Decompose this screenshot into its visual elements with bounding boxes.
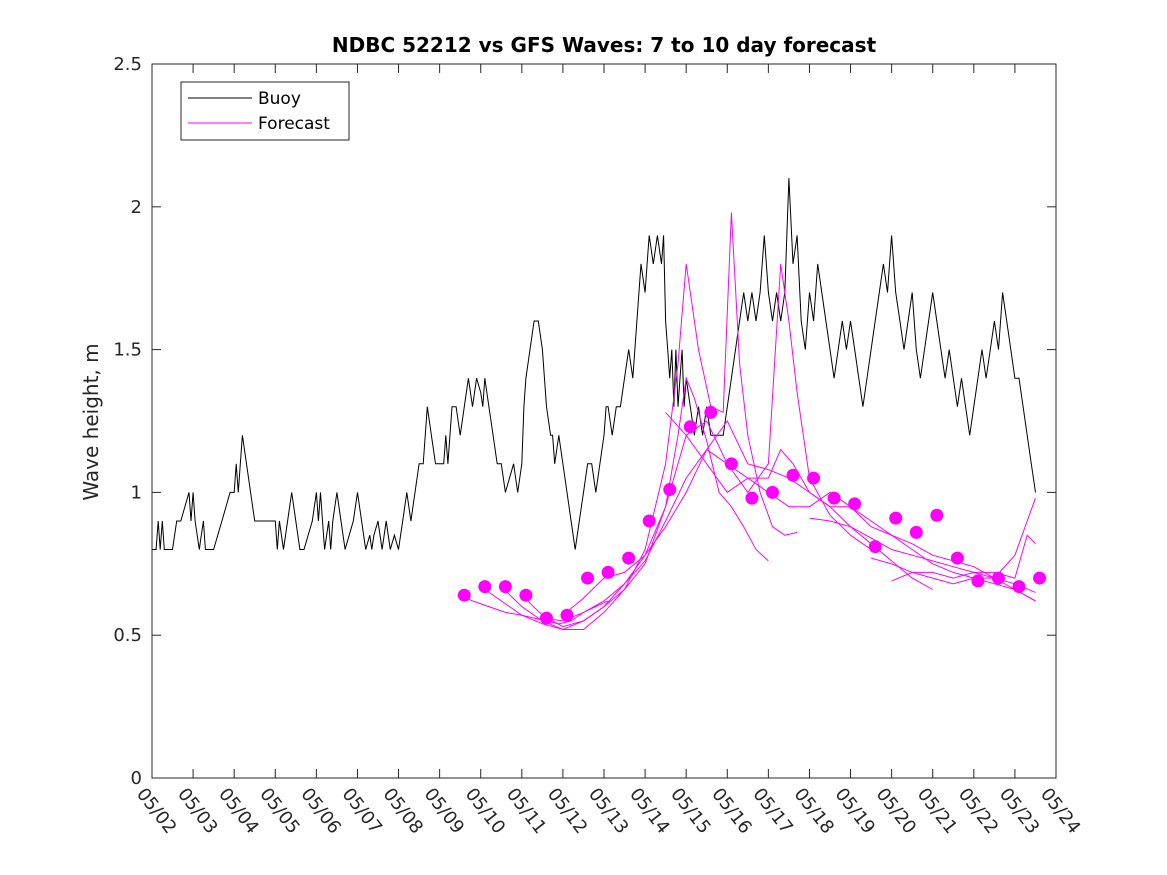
- forecast-marker: [683, 420, 697, 434]
- legend-forecast-label: Forecast: [258, 114, 330, 134]
- chart-title: NDBC 52212 vs GFS Waves: 7 to 10 day for…: [332, 33, 877, 57]
- forecast-marker: [581, 571, 595, 585]
- forecast-marker: [971, 574, 985, 588]
- forecast-marker: [622, 551, 636, 565]
- forecast-marker: [560, 608, 574, 622]
- y-tick-label: 0: [131, 768, 142, 789]
- y-tick-label: 1: [131, 482, 142, 503]
- forecast-marker: [930, 508, 944, 522]
- legend-buoy-label: Buoy: [258, 89, 301, 109]
- forecast-marker: [889, 511, 903, 525]
- forecast-marker: [663, 483, 677, 497]
- forecast-series-line: [500, 212, 798, 630]
- y-tick-label: 0.5: [113, 625, 142, 646]
- forecast-marker: [498, 580, 512, 594]
- forecast-marker: [519, 588, 533, 602]
- y-axis-label: Wave height, m: [79, 343, 103, 500]
- forecast-marker: [745, 491, 759, 505]
- forecast-marker: [1033, 571, 1047, 585]
- plot-frame: [151, 63, 1057, 779]
- forecast-marker: [807, 471, 821, 485]
- forecast-marker: [909, 525, 923, 539]
- forecast-marker: [478, 580, 492, 594]
- forecast-marker: [1012, 580, 1026, 594]
- forecast-marker: [950, 551, 964, 565]
- forecast-series-line: [870, 497, 1036, 585]
- forecast-marker: [601, 565, 615, 579]
- forecast-marker: [765, 485, 779, 499]
- legend: Buoy Forecast: [180, 81, 350, 141]
- forecast-series-line: [891, 534, 1036, 582]
- legend-box: [180, 81, 350, 141]
- y-tick-label: 2.5: [113, 54, 142, 75]
- forecast-marker: [704, 405, 718, 419]
- forecast-marker: [724, 457, 738, 471]
- plot-area: [152, 178, 1047, 631]
- forecast-marker: [827, 491, 841, 505]
- y-tick-label: 1.5: [113, 340, 142, 361]
- forecast-marker: [642, 514, 656, 528]
- forecast-marker: [848, 497, 862, 511]
- forecast-marker: [539, 611, 553, 625]
- y-tick-label: 2: [131, 197, 142, 218]
- forecast-series-line: [521, 263, 872, 628]
- forecast-marker: [868, 540, 882, 554]
- forecast-series-line: [562, 420, 1036, 616]
- forecast-marker: [991, 571, 1005, 585]
- forecast-marker: [786, 468, 800, 482]
- buoy-series-line: [152, 178, 1036, 550]
- forecast-marker: [457, 588, 471, 602]
